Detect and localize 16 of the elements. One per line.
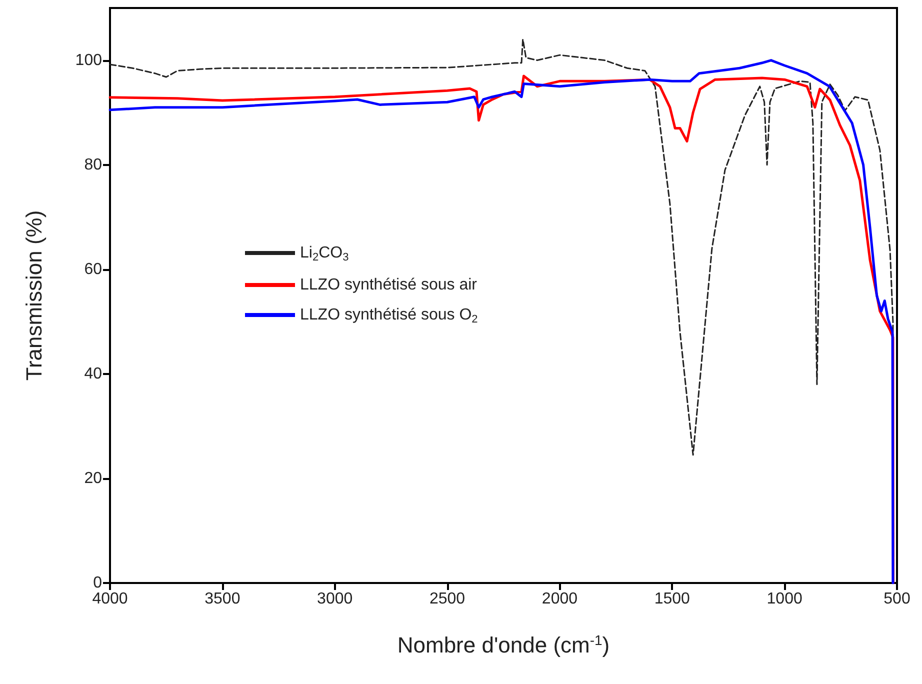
y-tick-label: 60 <box>84 260 102 278</box>
y-tick-label: 0 <box>93 574 102 592</box>
y-tick-label: 80 <box>84 156 102 174</box>
x-tick-label: 1500 <box>654 590 690 608</box>
legend-label: LLZO synthétisé sous air <box>300 276 478 294</box>
x-tick-label: 3000 <box>317 590 353 608</box>
y-tick-label: 100 <box>75 52 102 69</box>
y-tick-label: 20 <box>84 470 102 487</box>
x-tick-label: 1000 <box>766 590 802 608</box>
x-tick-label: 4000 <box>92 590 128 608</box>
x-tick-label: 500 <box>884 590 910 608</box>
x-tick-label: 2500 <box>429 590 466 608</box>
y-tick-label: 40 <box>84 365 102 382</box>
x-tick-label: 2000 <box>542 590 578 608</box>
x-tick-label: 3500 <box>204 590 240 608</box>
y-axis-title: Transmission (%) <box>22 210 46 381</box>
